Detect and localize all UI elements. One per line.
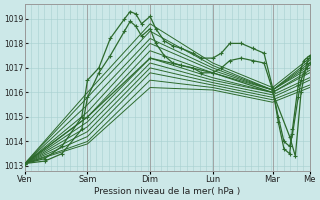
- X-axis label: Pression niveau de la mer( hPa ): Pression niveau de la mer( hPa ): [94, 187, 240, 196]
